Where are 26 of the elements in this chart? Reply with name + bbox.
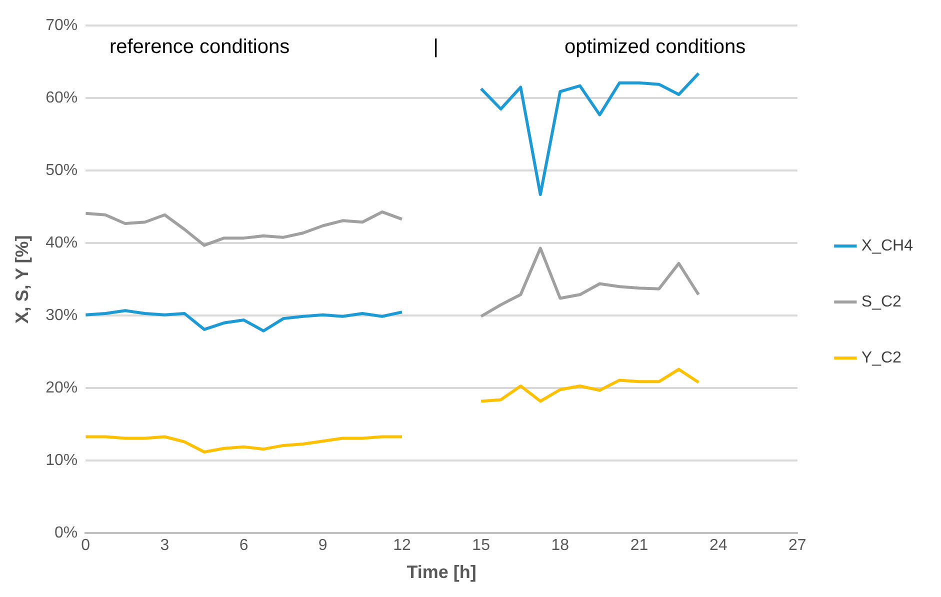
legend-label: S_C2: [861, 293, 902, 310]
y-tick-label: 50%: [46, 162, 78, 180]
y-tick-label: 10%: [46, 452, 78, 470]
y-tick-label: 0%: [54, 524, 78, 542]
x-tick-label: 12: [393, 537, 411, 554]
annotation: reference conditions: [109, 36, 290, 58]
x-tick-label: 6: [239, 537, 248, 554]
x-tick-label: 0: [81, 537, 90, 554]
x-tick-label: 21: [630, 537, 648, 554]
x-tick-label: 9: [318, 537, 328, 554]
annotation: |: [433, 36, 438, 58]
y-axis-title: X, S, Y [%]: [12, 235, 32, 324]
y-tick-label: 60%: [46, 90, 78, 107]
x-tick-label: 18: [551, 537, 570, 554]
legend-label: X_CH4: [861, 237, 914, 254]
legend-label: Y_C2: [861, 349, 902, 366]
x-tick-label: 15: [472, 537, 490, 554]
y-tick-label: 70%: [46, 17, 78, 34]
annotation: optimized conditions: [564, 36, 746, 58]
y-tick-label: 30%: [46, 307, 78, 324]
y-tick-label: 40%: [46, 234, 78, 252]
x-tick-label: 3: [160, 537, 170, 554]
x-tick-label: 24: [709, 537, 728, 554]
y-tick-label: 20%: [46, 380, 78, 397]
x-tick-label: 27: [788, 537, 806, 554]
x-axis-title: Time [h]: [406, 562, 476, 582]
